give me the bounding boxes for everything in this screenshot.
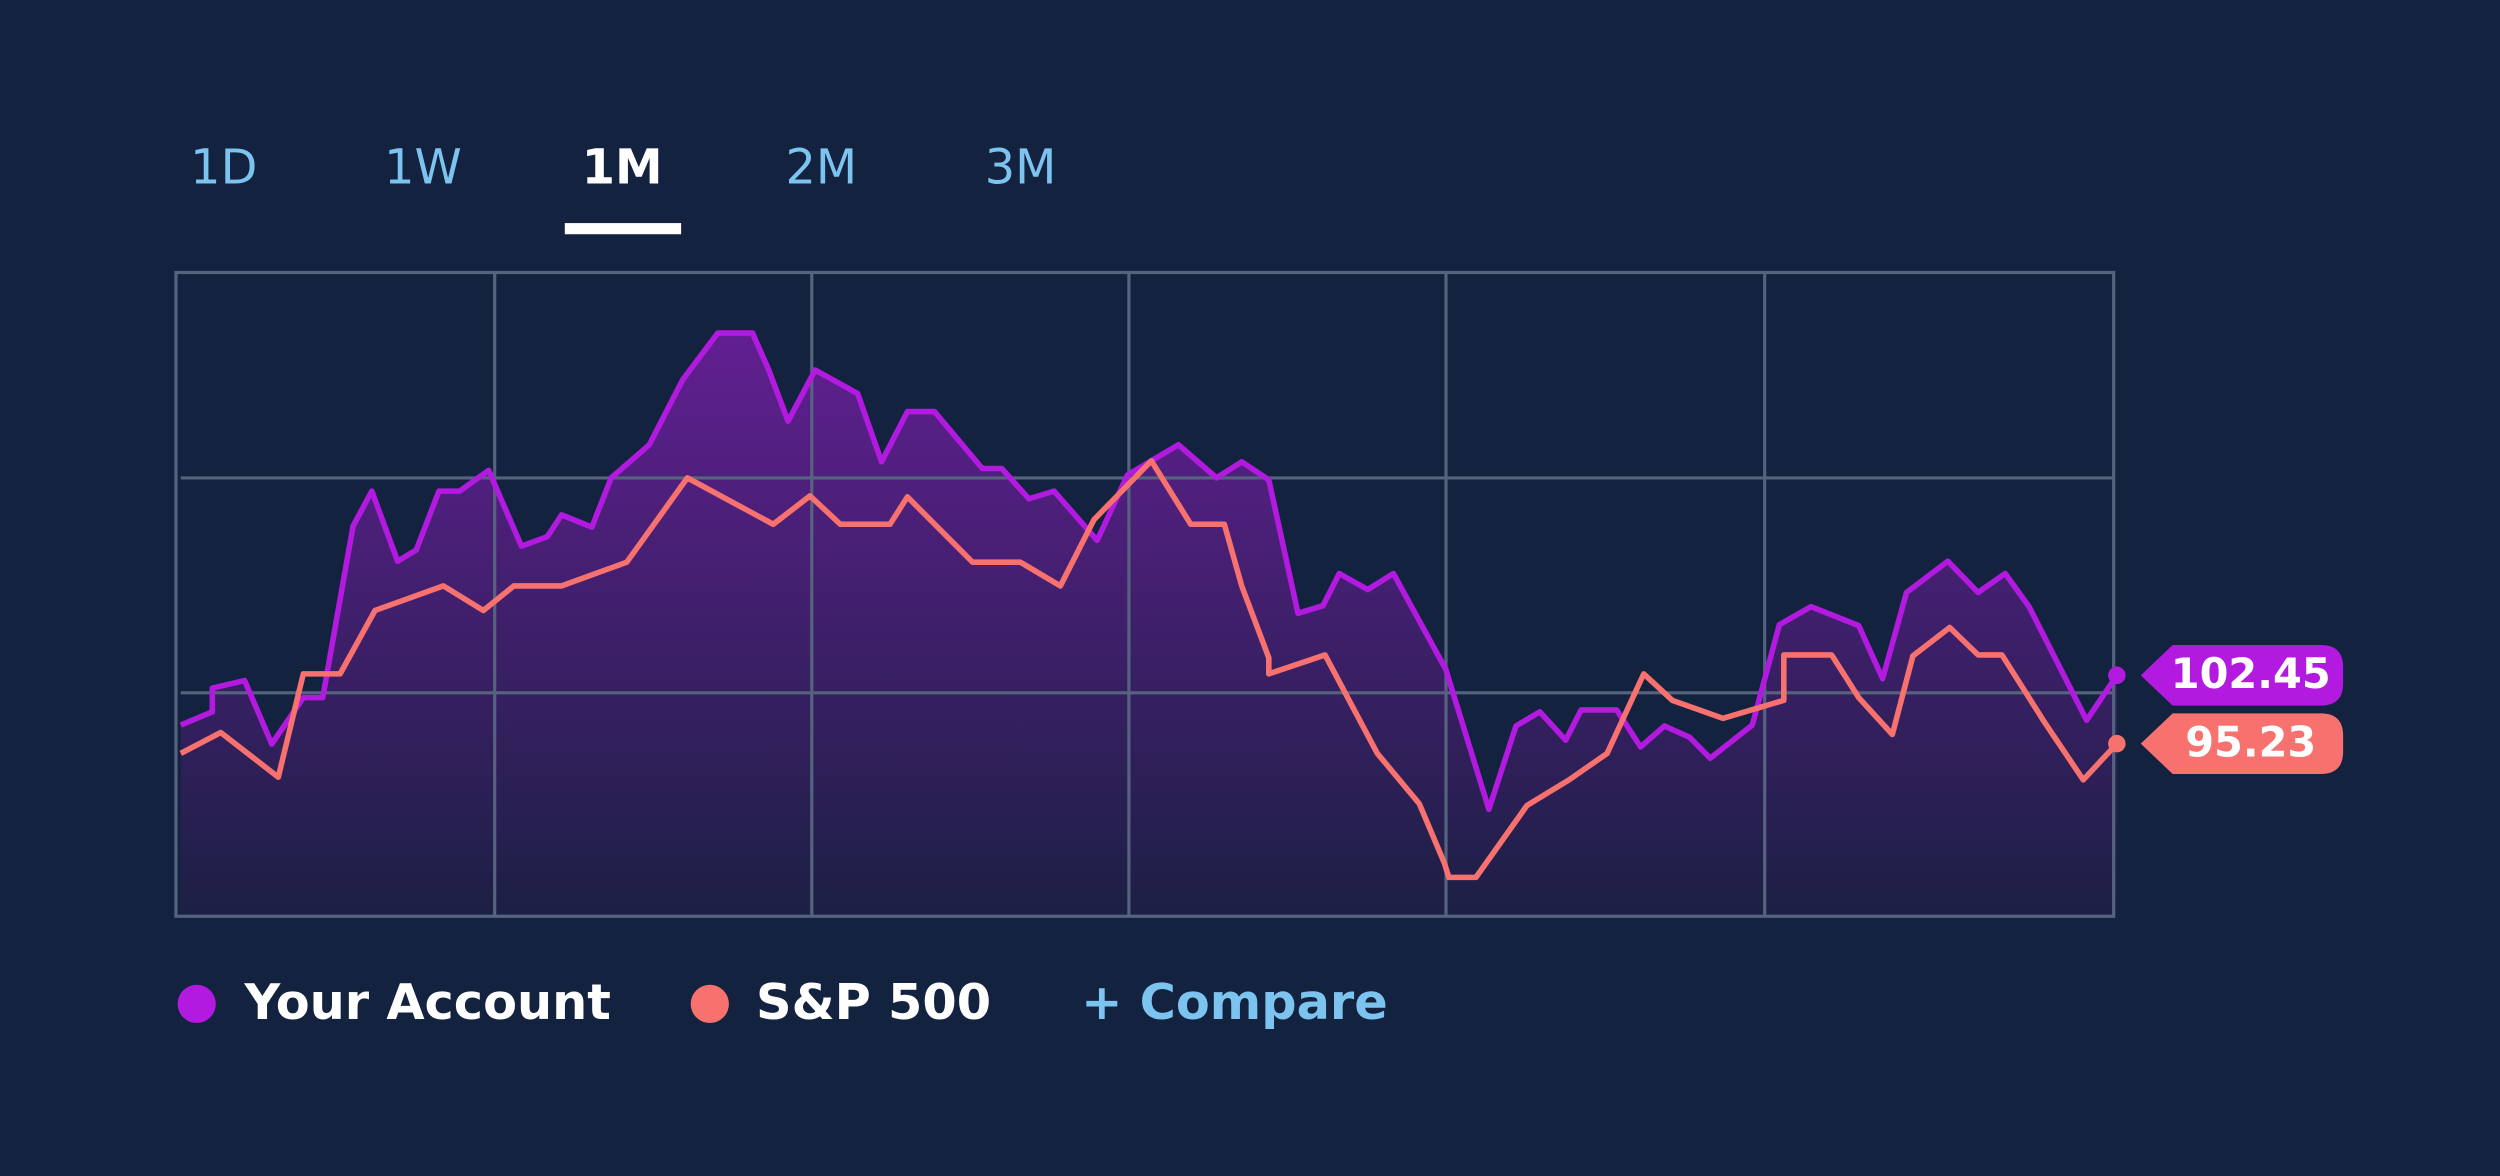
value-tag-label: 95.23 [2185, 718, 2316, 766]
legend-label: Your Account [244, 973, 611, 1031]
range-tab[interactable]: 1M [582, 141, 663, 196]
line [179, 458, 2119, 881]
end-dot [2108, 734, 2126, 753]
value-tag [2140, 645, 2344, 706]
compare-button[interactable]: + Compare [1081, 973, 1388, 1031]
legend-label: S&P 500 [756, 973, 991, 1031]
end-dot [2108, 666, 2126, 685]
active-tab-underline [564, 223, 682, 235]
range-tab[interactable]: 2M [786, 141, 858, 196]
line [179, 330, 2120, 813]
plot-frame [174, 270, 2116, 918]
range-tab[interactable]: 1D [190, 141, 257, 196]
value-tag-label: 102.45 [2171, 650, 2331, 698]
range-tab[interactable]: 1W [384, 141, 462, 196]
range-tab[interactable]: 3M [985, 141, 1057, 196]
value-tag [2140, 713, 2344, 774]
legend-dot [690, 984, 729, 1024]
legend-dot [177, 984, 216, 1024]
